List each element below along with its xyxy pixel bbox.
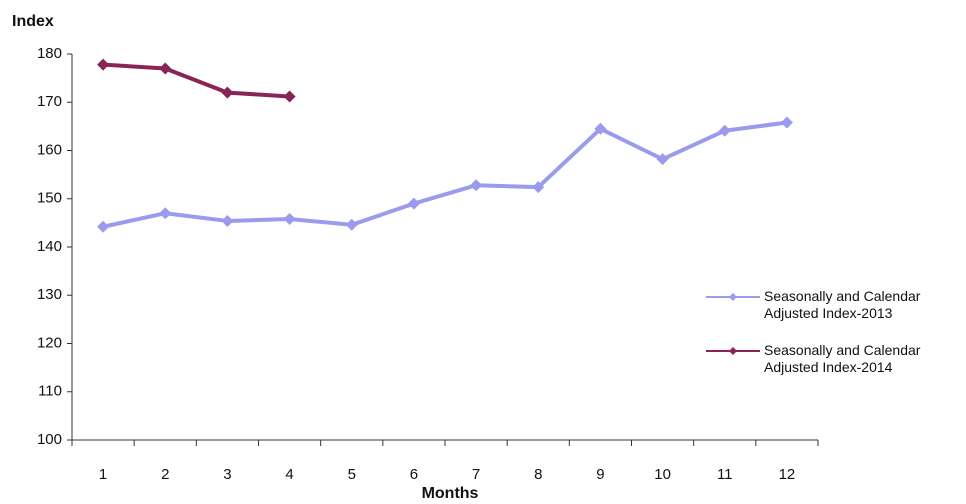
y-tick-label: 140 (37, 238, 62, 255)
point-marker (656, 153, 669, 166)
x-tick-label: 9 (596, 466, 604, 483)
point-marker (221, 214, 234, 227)
x-tick-label: 8 (534, 466, 542, 483)
x-tick-label: 3 (223, 466, 231, 483)
x-tick-label: 7 (472, 466, 480, 483)
x-tick-label: 12 (779, 466, 796, 483)
x-tick-label: 5 (348, 466, 356, 483)
x-tick-label: 2 (161, 466, 169, 483)
y-tick-label: 130 (37, 286, 62, 303)
y-tick-label: 150 (37, 190, 62, 207)
x-tick-label: 1 (99, 466, 107, 483)
legend-marker (729, 347, 737, 355)
point-marker (283, 90, 296, 103)
legend-marker (729, 293, 737, 301)
point-marker (470, 179, 483, 192)
series-line (102, 62, 290, 99)
point-marker (159, 62, 172, 75)
x-tick-label: 6 (410, 466, 418, 483)
legend-item: Seasonally and Calendar Adjusted Index-2… (706, 342, 966, 376)
y-tick-label: 160 (37, 141, 62, 158)
point-marker (780, 116, 793, 129)
point-marker (97, 220, 110, 233)
point-marker (718, 124, 731, 137)
y-tick-label: 100 (37, 431, 62, 448)
series-line (102, 120, 788, 229)
point-marker (532, 181, 545, 194)
y-tick-label: 120 (37, 334, 62, 351)
point-marker (594, 122, 607, 135)
x-tick-label: 11 (717, 466, 733, 483)
y-axis-label: Index (12, 13, 54, 30)
y-tick-label: 180 (37, 45, 62, 62)
point-marker (407, 197, 420, 210)
legend-swatch (706, 293, 760, 301)
y-tick-label: 110 (38, 383, 62, 400)
x-tick-label: 10 (654, 466, 671, 483)
legend-swatch (706, 347, 760, 355)
x-axis-label: Months (422, 485, 479, 502)
point-marker (283, 213, 296, 226)
legend-item: Seasonally and Calendar Adjusted Index-2… (706, 288, 966, 322)
point-marker (159, 207, 172, 220)
y-tick-label: 170 (37, 93, 62, 110)
legend-label: Seasonally and Calendar Adjusted Index-2… (764, 288, 921, 321)
point-marker (97, 58, 110, 71)
legend-label: Seasonally and Calendar Adjusted Index-2… (764, 342, 921, 375)
point-marker (345, 218, 358, 231)
x-tick-label: 4 (285, 466, 293, 483)
point-marker (221, 86, 234, 99)
